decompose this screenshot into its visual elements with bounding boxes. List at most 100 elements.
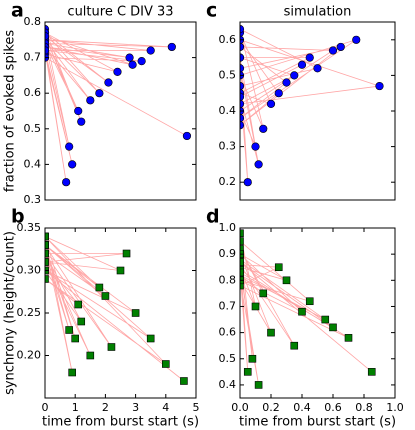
marker [45,275,49,283]
marker [167,42,176,52]
marker [65,142,74,151]
marker [321,315,330,324]
connector-line [45,28,188,183]
y-tick-label: 0.3 [219,140,237,153]
marker [240,121,245,130]
marker [74,106,83,116]
marker [274,263,283,272]
marker [297,60,307,69]
marker [254,160,263,169]
marker [77,317,86,326]
y-tick-label: 0.2 [219,175,237,188]
y-tick-label: 0.5 [24,122,42,135]
y-tick-label: 0.5 [219,352,237,365]
marker [240,42,245,52]
y-tick-label: 0.5 [219,68,237,81]
marker [243,368,252,376]
marker [240,92,245,101]
y-tick-label: 0.35 [17,221,42,234]
marker [251,302,260,311]
x-tick-label: 0.0 [231,401,249,414]
marker [240,229,244,238]
marker [71,334,79,343]
panel-title: simulation [284,5,352,20]
marker [86,96,95,105]
marker [282,276,291,285]
x-tick-label: 5 [193,401,200,414]
marker [137,57,146,66]
marker [240,281,244,290]
marker [240,258,244,266]
panel-letter: a [11,0,24,22]
y-tick-label: 0.30 [17,264,42,277]
marker [146,46,155,55]
y-tick-label: 0.20 [17,349,42,362]
y-tick-label: 0.4 [24,157,42,170]
marker [274,89,283,98]
marker [328,46,338,55]
marker [290,341,299,350]
marker [240,64,245,73]
axes-frame [44,21,197,201]
marker [65,326,73,334]
marker [240,53,245,62]
marker [101,292,110,300]
connector-line [240,28,380,183]
marker [329,323,337,332]
marker [86,351,95,360]
marker [74,300,83,309]
connector-line [45,236,185,382]
x-axis-label: time from burst start (s) [239,415,396,430]
y-axis-label: fraction of evoked spikes [3,30,18,193]
marker [122,249,131,258]
y-tick-label: 0.8 [24,15,42,28]
y-tick-label: 0.7 [24,51,42,64]
marker [146,334,155,343]
marker [62,178,71,187]
marker [182,131,192,141]
x-tick-label: 0.2 [262,401,280,414]
marker [45,241,49,249]
marker [367,368,376,376]
connector-line [240,233,373,385]
y-tick-label: 0.4 [219,378,237,391]
marker [282,78,291,87]
marker [240,99,245,108]
panel-letter: d [206,206,220,228]
x-tick-label: 0.4 [293,401,311,414]
marker [259,289,268,298]
marker [313,64,322,73]
marker [107,343,116,351]
marker [298,307,306,316]
y-tick-label: 0.7 [219,299,237,312]
y-tick-label: 1.0 [219,221,237,234]
axes-frame [239,21,396,201]
x-tick-label: 1.0 [386,401,404,414]
x-tick-label: 0.6 [324,401,342,414]
axes-frame [239,227,396,399]
marker [45,258,49,266]
marker [104,78,113,87]
marker [240,114,245,123]
marker [125,53,134,62]
marker [162,360,170,368]
y-tick-label: 0.8 [219,273,237,286]
panel-title: culture C DIV 33 [67,5,173,20]
marker [116,266,125,275]
x-axis-label: time from burst start (s) [42,415,199,430]
marker [45,249,49,258]
marker [251,142,260,151]
marker [68,368,76,377]
marker [259,124,268,133]
x-tick-label: 1 [72,401,79,414]
marker [68,160,77,169]
y-axis-label: synchrony (height/count) [3,231,18,395]
marker [240,25,245,34]
marker [336,42,345,52]
marker [305,53,314,62]
marker [344,334,353,342]
panel-letter: b [11,206,25,228]
marker [267,328,275,337]
marker [243,178,252,187]
